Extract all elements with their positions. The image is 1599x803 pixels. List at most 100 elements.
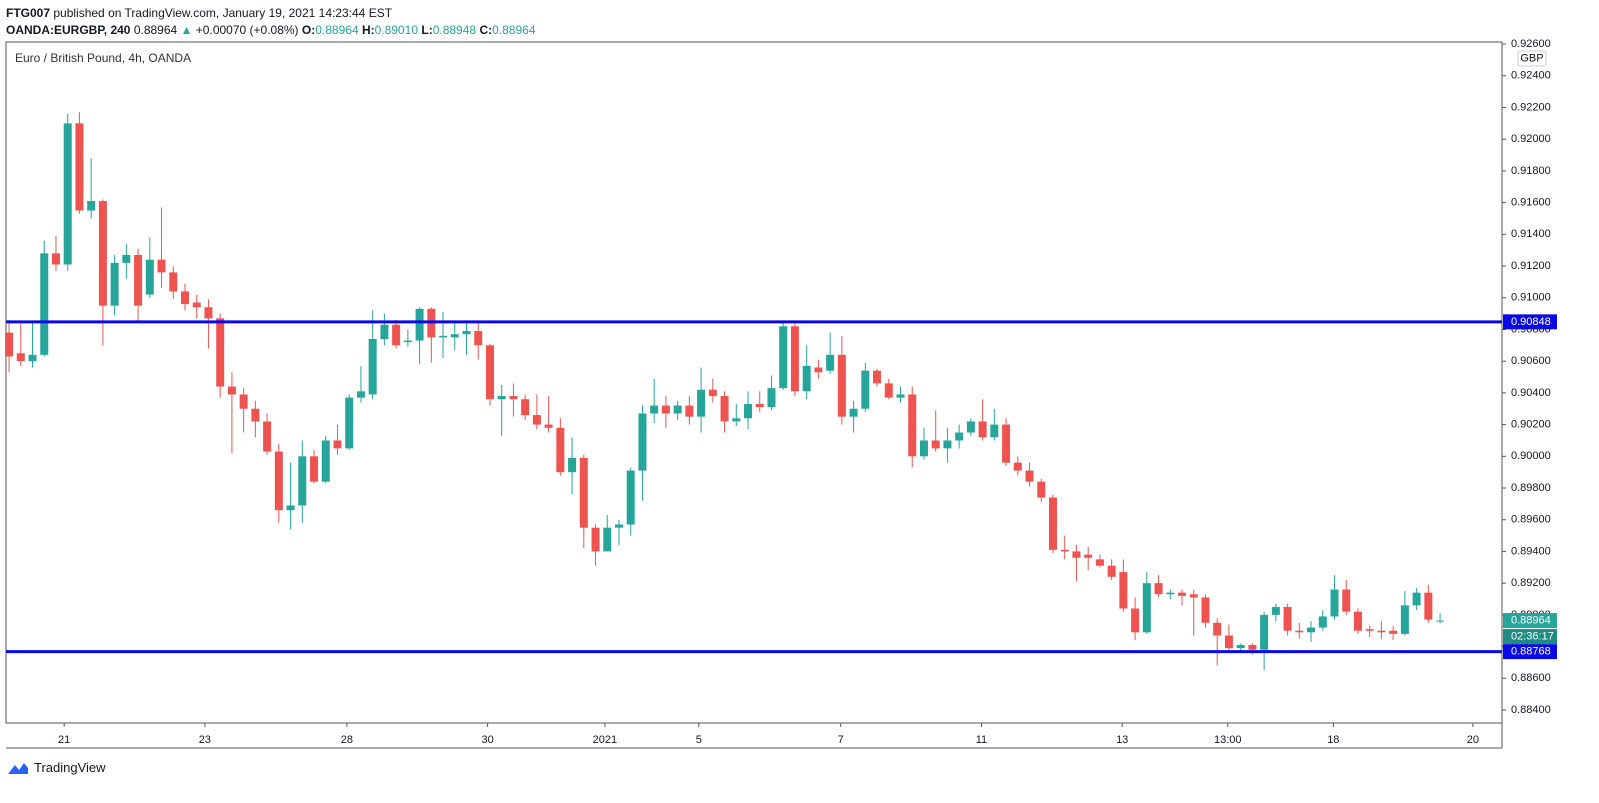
candle-body bbox=[1248, 644, 1257, 650]
candle-body bbox=[744, 403, 753, 419]
candle-body bbox=[251, 408, 260, 422]
candle-body bbox=[603, 527, 612, 552]
candle-body bbox=[392, 324, 401, 346]
plot-frame bbox=[5, 41, 1503, 724]
candle-body bbox=[134, 254, 143, 306]
level-tag bbox=[1503, 314, 1557, 330]
candle-body bbox=[216, 318, 225, 387]
candle-body bbox=[87, 201, 96, 211]
chart-title: Euro / British Pound, 4h, OANDA bbox=[15, 51, 191, 65]
x-tick-label: 30 bbox=[481, 734, 493, 746]
candle-body bbox=[1119, 572, 1128, 609]
candle-body bbox=[1131, 608, 1140, 633]
candle-body bbox=[1389, 630, 1398, 634]
candle-body bbox=[544, 424, 553, 428]
candle-body bbox=[1084, 554, 1093, 558]
price-label: 0.88964 bbox=[1511, 614, 1551, 626]
change: +0.00070 (+0.08%) bbox=[195, 23, 299, 37]
candle-body bbox=[286, 505, 295, 511]
candle-body bbox=[98, 201, 107, 306]
candle-body bbox=[145, 259, 154, 295]
candle-body bbox=[673, 405, 682, 414]
candle-body bbox=[814, 367, 823, 373]
candle-body bbox=[1213, 622, 1222, 636]
ohlc-value: 0.88964 bbox=[315, 23, 359, 37]
candle-body bbox=[310, 456, 319, 482]
candle-body bbox=[192, 302, 201, 308]
y-tick-label: 0.91200 bbox=[1511, 260, 1551, 272]
candle-body bbox=[509, 396, 518, 400]
candle-body bbox=[333, 440, 342, 449]
candle-body bbox=[720, 396, 729, 422]
candle-body bbox=[497, 396, 506, 400]
header: FTG007 published on TradingView.com, Jan… bbox=[6, 5, 536, 39]
candle-body bbox=[415, 308, 424, 341]
candle-body bbox=[5, 332, 14, 357]
candle-body bbox=[1178, 592, 1187, 596]
ohlc-key: C: bbox=[479, 23, 493, 37]
candle-body bbox=[779, 326, 788, 389]
y-tick-label: 0.88600 bbox=[1511, 672, 1551, 684]
candle-body bbox=[1154, 583, 1163, 595]
y-tick-label: 0.92600 bbox=[1511, 38, 1551, 50]
candle-body bbox=[837, 354, 846, 417]
candle-body bbox=[63, 123, 72, 265]
candle-body bbox=[345, 397, 354, 449]
countdown-tag bbox=[1503, 629, 1557, 645]
level-tag bbox=[1503, 644, 1557, 660]
candle-body bbox=[521, 399, 530, 416]
candle-body bbox=[274, 451, 283, 511]
candle-body bbox=[110, 262, 119, 306]
x-tick-label: 7 bbox=[838, 734, 844, 746]
candle-body bbox=[1318, 616, 1327, 628]
candle-body bbox=[966, 421, 975, 433]
candle-body bbox=[1412, 592, 1421, 606]
candle-body bbox=[204, 307, 213, 319]
candle-body bbox=[1002, 424, 1011, 463]
candle-body bbox=[368, 338, 377, 395]
candle-body bbox=[1307, 627, 1316, 633]
candle-body bbox=[51, 253, 60, 265]
x-tick-label: 20 bbox=[1467, 734, 1479, 746]
x-tick-label: 13 bbox=[1116, 734, 1128, 746]
candle-body bbox=[1095, 559, 1104, 566]
candle-body bbox=[1283, 606, 1292, 631]
candle-body bbox=[955, 432, 964, 441]
candle-body bbox=[1436, 620, 1445, 622]
candle-body bbox=[1236, 644, 1245, 649]
candle-body bbox=[1365, 629, 1374, 631]
candle-body bbox=[1060, 549, 1069, 552]
candle-body bbox=[943, 440, 952, 449]
candle-body bbox=[732, 418, 741, 422]
x-tick-label: 18 bbox=[1327, 734, 1339, 746]
candle-body bbox=[1330, 589, 1339, 617]
candle-body bbox=[849, 408, 858, 417]
candle-body bbox=[1025, 470, 1034, 482]
candle-body bbox=[614, 524, 623, 528]
candle-body bbox=[556, 427, 565, 473]
candle-body bbox=[403, 340, 412, 343]
candle-body bbox=[28, 354, 37, 362]
logo bbox=[8, 762, 28, 774]
candle-body bbox=[790, 326, 799, 392]
ohlc-key: L: bbox=[421, 23, 433, 37]
x-tick-label: 28 bbox=[341, 734, 353, 746]
published: published on TradingView.com, January 19… bbox=[53, 6, 393, 20]
candle-body bbox=[990, 424, 999, 438]
candle-body bbox=[1353, 611, 1362, 631]
candle-body bbox=[16, 353, 25, 362]
candle-body bbox=[450, 334, 459, 338]
candle-body bbox=[896, 394, 905, 398]
y-tick-label: 0.89200 bbox=[1511, 577, 1551, 589]
user: FTG007 bbox=[6, 6, 51, 20]
x-tick-label: 5 bbox=[696, 734, 702, 746]
y-tick-label: 0.89800 bbox=[1511, 482, 1551, 494]
candle-body bbox=[685, 405, 694, 417]
ohlc-key: H: bbox=[361, 23, 375, 37]
candle-body bbox=[1107, 565, 1116, 577]
candle-body bbox=[908, 394, 917, 457]
candle-body bbox=[474, 331, 483, 346]
candle-body bbox=[380, 324, 389, 339]
